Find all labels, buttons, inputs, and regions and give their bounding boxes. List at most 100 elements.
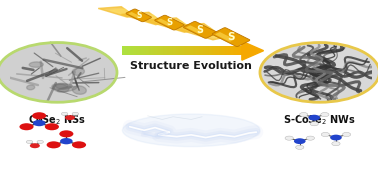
Polygon shape	[186, 27, 218, 38]
Text: S-CoSe$_2$ NWs: S-CoSe$_2$ NWs	[283, 113, 356, 127]
Bar	[135, 46, 136, 55]
Ellipse shape	[53, 84, 73, 89]
Circle shape	[342, 132, 351, 137]
Bar	[139, 46, 141, 55]
Text: CoSe$_2$ NSs: CoSe$_2$ NSs	[28, 113, 86, 127]
Ellipse shape	[52, 84, 69, 92]
Bar	[234, 46, 237, 55]
Bar	[236, 46, 238, 55]
Bar	[197, 46, 199, 55]
Bar	[195, 46, 198, 55]
Bar	[221, 46, 223, 55]
Circle shape	[60, 138, 73, 144]
Bar	[191, 46, 193, 55]
FancyBboxPatch shape	[183, 21, 217, 38]
Bar	[214, 46, 216, 55]
Bar	[124, 46, 126, 55]
Bar	[173, 46, 175, 55]
Polygon shape	[168, 24, 222, 40]
Bar	[211, 46, 213, 55]
Ellipse shape	[72, 86, 86, 94]
Circle shape	[299, 113, 308, 117]
Bar	[200, 46, 202, 55]
Circle shape	[332, 142, 340, 146]
Bar	[231, 46, 234, 55]
Bar	[127, 46, 129, 55]
Circle shape	[72, 141, 86, 148]
Circle shape	[285, 136, 293, 140]
Circle shape	[308, 115, 320, 121]
Bar	[163, 46, 165, 55]
Circle shape	[65, 115, 75, 120]
Circle shape	[26, 140, 33, 144]
Bar	[233, 46, 235, 55]
Bar	[190, 46, 192, 55]
Bar	[206, 46, 208, 55]
Ellipse shape	[56, 83, 68, 89]
Circle shape	[33, 120, 45, 126]
Bar	[184, 46, 186, 55]
Bar	[136, 46, 138, 55]
Bar	[160, 46, 162, 55]
Bar	[198, 46, 201, 55]
Bar	[230, 46, 232, 55]
Bar	[215, 46, 217, 55]
FancyBboxPatch shape	[126, 9, 152, 22]
Bar	[125, 46, 128, 55]
Polygon shape	[144, 18, 192, 32]
Bar	[140, 46, 143, 55]
Bar	[209, 46, 211, 55]
Bar	[176, 46, 178, 55]
Bar	[194, 46, 196, 55]
Text: Structure Evolution: Structure Evolution	[130, 61, 252, 71]
Circle shape	[72, 112, 79, 115]
Bar	[193, 46, 195, 55]
Bar	[154, 46, 156, 55]
FancyBboxPatch shape	[212, 28, 250, 47]
Bar	[155, 46, 158, 55]
Bar	[149, 46, 152, 55]
Circle shape	[321, 113, 329, 117]
Circle shape	[37, 140, 43, 144]
Circle shape	[30, 143, 40, 148]
Bar	[187, 46, 189, 55]
Text: S: S	[166, 18, 173, 27]
Bar	[201, 46, 204, 55]
Bar	[129, 46, 131, 55]
Circle shape	[260, 43, 378, 102]
Polygon shape	[242, 41, 263, 60]
Bar	[225, 46, 228, 55]
Circle shape	[19, 123, 34, 130]
Circle shape	[306, 136, 314, 140]
Polygon shape	[98, 7, 133, 17]
Bar	[175, 46, 177, 55]
Circle shape	[296, 145, 304, 149]
Bar	[178, 46, 180, 55]
Bar	[143, 46, 146, 55]
Bar	[167, 46, 169, 55]
Polygon shape	[110, 9, 131, 16]
Bar	[158, 46, 161, 55]
Bar	[164, 46, 166, 55]
Ellipse shape	[72, 68, 84, 75]
Bar	[208, 46, 210, 55]
Bar	[157, 46, 159, 55]
Bar	[179, 46, 181, 55]
Circle shape	[32, 112, 46, 119]
Bar	[240, 46, 243, 55]
Text: S: S	[197, 25, 204, 35]
Bar	[152, 46, 155, 55]
Circle shape	[330, 135, 342, 140]
FancyBboxPatch shape	[129, 12, 141, 18]
Bar	[151, 46, 153, 55]
Bar	[161, 46, 163, 55]
Bar	[166, 46, 168, 55]
Bar	[146, 46, 149, 55]
Text: S: S	[227, 32, 235, 42]
FancyBboxPatch shape	[157, 19, 172, 26]
Bar	[170, 46, 172, 55]
Bar	[137, 46, 139, 55]
FancyBboxPatch shape	[186, 25, 203, 34]
Bar	[169, 46, 171, 55]
Bar	[132, 46, 133, 55]
